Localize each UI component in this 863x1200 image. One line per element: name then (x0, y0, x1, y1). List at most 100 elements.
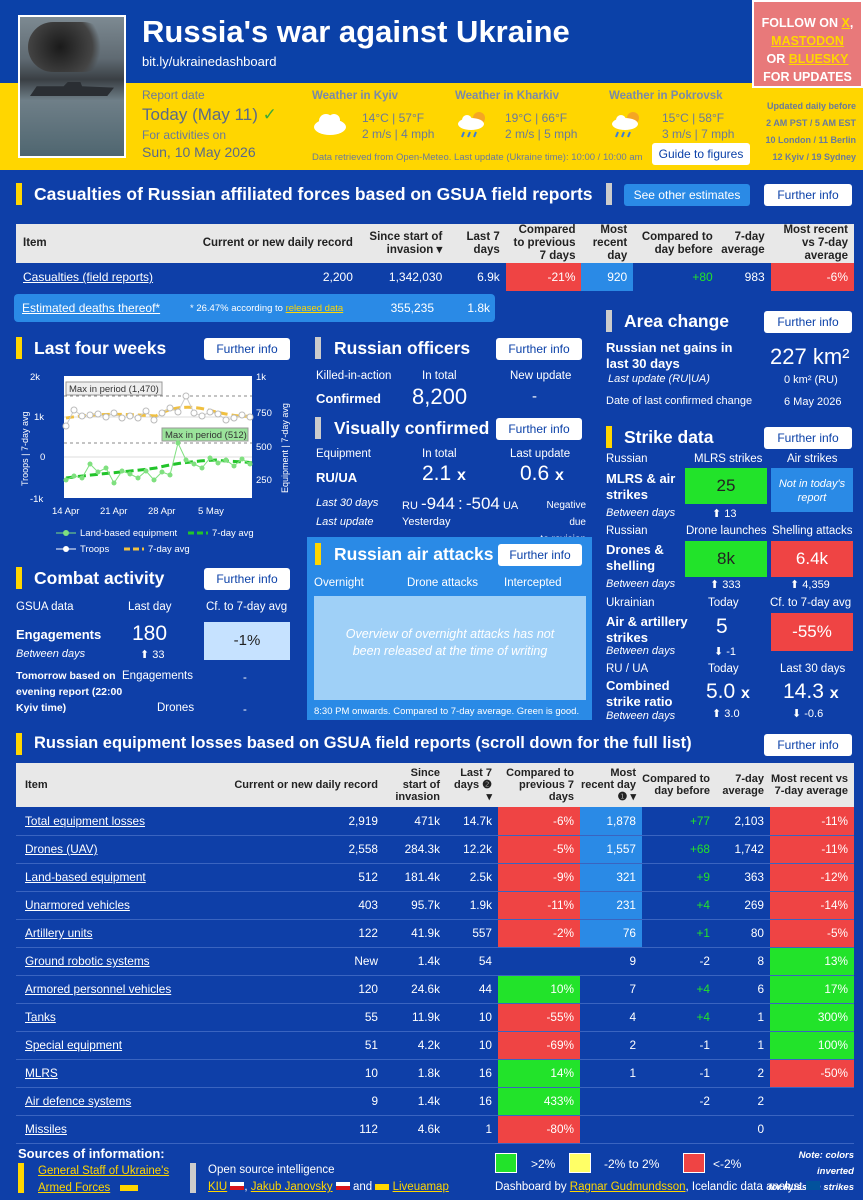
equipment-item-link[interactable]: Land-based equipment (16, 863, 226, 892)
czech-flag-icon (335, 1182, 350, 1190)
guide-button[interactable]: Guide to figures (652, 143, 750, 165)
equipment-item-link[interactable]: MLRS (16, 1059, 226, 1088)
today-label: Today (708, 597, 739, 609)
equipment-item-link[interactable]: Drones (UAV) (16, 835, 226, 864)
cell: +1 (642, 919, 716, 948)
cell: -6% (770, 263, 854, 291)
cell: -80% (498, 1115, 580, 1144)
cell: -55% (498, 1003, 580, 1032)
drone-attacks-label: Drone attacks (407, 577, 478, 589)
kiu-link[interactable]: KIU (208, 1181, 228, 1193)
col-header[interactable]: Most recent day ❶ ▾ (580, 763, 642, 807)
further-info-button[interactable]: Further info (764, 427, 852, 449)
section-marker (606, 426, 612, 448)
max-label-equipment: Max in period (512) (165, 430, 247, 441)
cell: New (226, 947, 386, 976)
cell: 2 (716, 1059, 770, 1088)
cell: +77 (642, 807, 716, 836)
air-attacks-footnote: 8:30 PM onwards. Compared to 7-day avera… (314, 706, 580, 717)
col-header: Most recent vs 7-day average (770, 224, 854, 263)
equipment-table-body: Total equipment losses 2,919 471k 14.7k -6% 1… (16, 807, 854, 1144)
further-info-button[interactable]: Further info (764, 184, 852, 206)
casualties-link[interactable]: Casualties (field reports) (23, 270, 154, 284)
cell: -9% (498, 863, 580, 892)
intercepted-label: Intercepted (504, 577, 562, 589)
other-estimates-button[interactable]: See other estimates (624, 184, 750, 206)
gsua-link[interactable]: General Staff of Ukraine's Armed Forces (38, 1165, 170, 1194)
max-label-troops: Max in period (1,470) (69, 384, 159, 395)
further-info-button[interactable]: Further info (764, 734, 852, 756)
weather-kharkiv: Weather in Kharkiv (455, 90, 559, 102)
equipment-item-link[interactable]: Total equipment losses (16, 807, 226, 836)
col-header: Item (16, 763, 226, 807)
estimated-deaths-link[interactable]: Estimated deaths thereof* (22, 301, 161, 315)
cell: 300% (770, 1003, 854, 1032)
x-link[interactable]: X (841, 16, 850, 30)
author-link[interactable]: Ragnar Gudmundsson (569, 1181, 686, 1193)
cell: 512 (226, 863, 386, 892)
equipment-item-link[interactable]: Artillery units (16, 919, 226, 948)
col-header: Last 7 days (450, 224, 506, 263)
area-dlc-value: 6 May 2026 (784, 396, 842, 408)
released-data-link[interactable]: released data (285, 303, 344, 314)
equipment-item-link[interactable]: Special equipment (16, 1031, 226, 1060)
further-info-button[interactable]: Further info (764, 311, 852, 333)
cell: -21% (505, 263, 582, 291)
section-marker (16, 183, 22, 205)
officers-total: 8,200 (412, 384, 468, 409)
liveuamap-link[interactable]: Liveuamap (392, 1181, 449, 1193)
equipment-item-link[interactable]: Ground robotic systems (16, 947, 226, 976)
cell: 10 (446, 1031, 498, 1060)
cell: 7 (580, 975, 642, 1004)
equipment-item-link[interactable]: Air defence systems (16, 1087, 226, 1116)
mlrs-label: MLRS & air strikes (606, 471, 676, 502)
equipment-item-link[interactable]: Missiles (16, 1115, 226, 1144)
section-marker (190, 1163, 196, 1193)
csr-label: Combined strike ratio (606, 678, 673, 709)
mastodon-link[interactable]: MASTODON (771, 34, 844, 48)
cell: -2% (498, 919, 580, 948)
jj-link[interactable]: Jakub Janovsky (250, 1181, 333, 1193)
casualties-title: Casualties of Russian affiliated forces … (34, 184, 593, 204)
further-info-button[interactable]: Further info (496, 418, 582, 440)
equipment-item-link[interactable]: Tanks (16, 1003, 226, 1032)
cell: 2,103 (716, 807, 770, 836)
cell: 6 (716, 975, 770, 1004)
further-info-button[interactable]: Further info (496, 338, 582, 360)
col-header: Most recent vs 7-day average (770, 763, 854, 807)
cell: 1.8k (386, 1059, 446, 1088)
col-header[interactable]: Last 7 days ❷ ▾ (446, 763, 498, 807)
between-days-label: Between days (606, 578, 676, 590)
equipment-item-link[interactable]: Armored personnel vehicles (16, 975, 226, 1004)
equipment-title: Russian equipment losses based on GSUA f… (34, 734, 692, 752)
further-info-button[interactable]: Further info (204, 568, 290, 590)
cell: 181.4k (386, 863, 446, 892)
further-info-button[interactable]: Further info (204, 338, 290, 360)
last-update-label: Last update (510, 448, 571, 460)
bluesky-link[interactable]: BLUESKY (788, 52, 849, 66)
cell: 1,878 (580, 807, 642, 836)
dashboard-link[interactable]: bit.ly/ukrainedashboard (142, 54, 277, 69)
four-weeks-chart: Max in period (1,470) Max in period (512… (20, 372, 290, 555)
equipment-item-link[interactable]: Unarmored vehicles (16, 891, 226, 920)
col-header[interactable]: Since start of invasion ▾ (360, 224, 451, 263)
cell: -5% (498, 835, 580, 864)
cell: -11% (498, 891, 580, 920)
cell: 8 (716, 947, 770, 976)
y-tick: 0 (40, 452, 45, 463)
visual-last-update: Yesterday (402, 516, 451, 528)
area-lu-value: 0 km² (RU) (784, 374, 838, 386)
equipment-points (63, 440, 253, 486)
cell: 16 (446, 1059, 498, 1088)
tomorrow-drones: Drones (157, 702, 195, 714)
x-tick: 28 Apr (148, 506, 175, 517)
section-marker (18, 1163, 24, 1193)
area-label: Russian net gains in last 30 days (606, 340, 733, 371)
cell: 557 (446, 919, 498, 948)
cell: 55 (226, 1003, 386, 1032)
area-dlc-label: Date of last confirmed change (606, 395, 753, 407)
cell: 1 (580, 1059, 642, 1088)
sources-title: Sources of information: (18, 1146, 165, 1161)
drones-label: Drones & shelling (606, 542, 664, 573)
further-info-button[interactable]: Further info (498, 544, 582, 566)
